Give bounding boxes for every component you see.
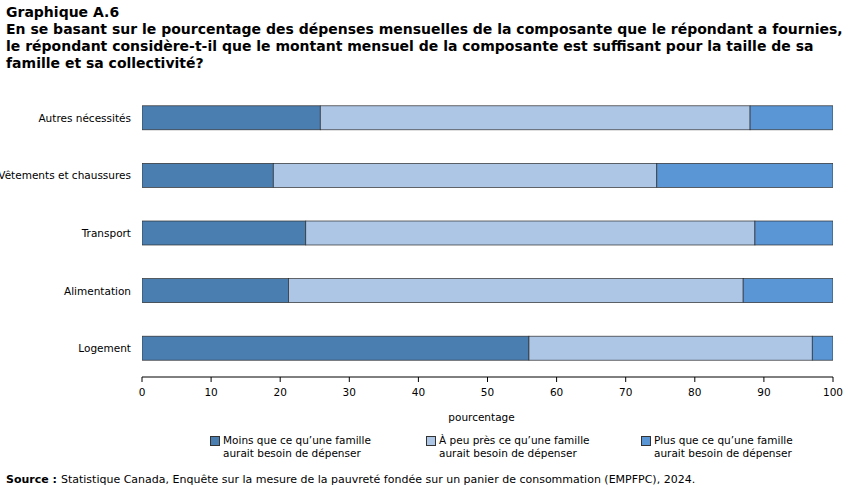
bar-segment (320, 106, 750, 130)
chart: Autres nécessités Vêtements et chaussures… (0, 0, 851, 492)
x-tick (211, 377, 212, 382)
legend-text: Plus que ce qu’une famille aurait besoin… (654, 434, 809, 460)
category-label: Transport (81, 227, 131, 239)
x-tick-label: 70 (619, 386, 632, 398)
bar-segment (142, 336, 529, 360)
x-tick (556, 377, 557, 382)
bar-segment (529, 336, 812, 360)
x-tick-label: 100 (823, 386, 843, 398)
x-tick-label: 40 (412, 386, 425, 398)
source-label: Source : (6, 473, 57, 486)
x-tick-label: 30 (343, 386, 356, 398)
legend-item: À peu près ce qu’une famille aurait beso… (426, 434, 616, 460)
x-tick (418, 377, 419, 382)
x-tick-label: 60 (550, 386, 563, 398)
x-tick-label: 90 (757, 386, 770, 398)
x-tick (142, 377, 143, 382)
category-label: Alimentation (64, 285, 131, 297)
x-tick (349, 377, 350, 382)
bar-segment (755, 221, 833, 245)
x-tick (625, 377, 626, 382)
title-block: Graphique A.6En se basant sur le pourcen… (6, 4, 848, 72)
legend-text: À peu près ce qu’une famille aurait beso… (439, 434, 594, 460)
x-tick-label: 80 (688, 386, 701, 398)
category-label: Logement (78, 342, 131, 354)
bar-segment (142, 221, 306, 245)
bar-segment (812, 336, 833, 360)
x-tick-label: 50 (481, 386, 494, 398)
legend-item: Plus que ce qu’une famille aurait besoin… (641, 434, 831, 460)
x-tick-label: 10 (204, 386, 217, 398)
legend-swatch (426, 436, 436, 446)
bar-segment (743, 279, 833, 303)
legend-text: Moins que ce qu’une famille aurait besoi… (223, 434, 378, 460)
bar-segment (306, 221, 755, 245)
bars (142, 106, 833, 360)
x-tick (280, 377, 281, 382)
bar-segment (657, 163, 833, 187)
source: Source : Statistique Canada, Enquête sur … (6, 473, 695, 486)
x-tick (763, 377, 764, 382)
legend-item: Moins que ce qu’une famille aurait besoi… (210, 434, 400, 460)
source-text: Statistique Canada, Enquête sur la mesur… (61, 473, 695, 486)
title: Graphique A.6 (6, 4, 848, 21)
x-axis-label: pourcentage (448, 411, 514, 423)
legend-swatch (641, 436, 651, 446)
x-tick-label: 0 (139, 386, 146, 398)
x-tick (694, 377, 695, 382)
x-tick (487, 377, 488, 382)
category-label: Vêtements et chaussures (0, 169, 131, 181)
bar-segment (142, 279, 288, 303)
bar-segment (750, 106, 833, 130)
bar-segment (288, 279, 743, 303)
bar-segment (273, 163, 657, 187)
bar-segment (142, 106, 320, 130)
x-tick-label: 20 (274, 386, 287, 398)
x-tick (833, 377, 834, 382)
bar-segment (142, 163, 273, 187)
legend-swatch (210, 436, 220, 446)
category-label: Autres nécessités (38, 112, 131, 124)
subtitle: En se basant sur le pourcentage des dépe… (6, 21, 848, 72)
